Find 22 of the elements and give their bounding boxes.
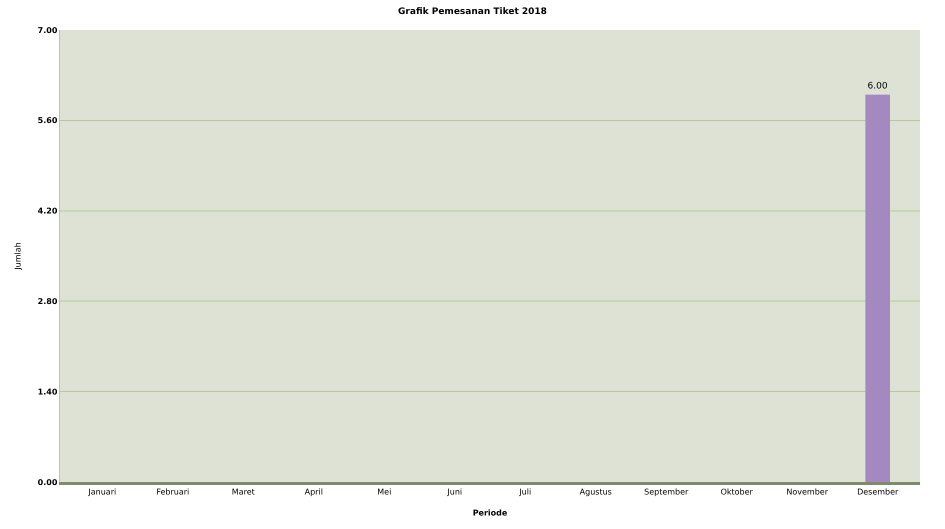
- x-tick-label: Maret: [232, 488, 255, 497]
- x-tick-label: April: [304, 488, 323, 497]
- x-tick-label: Januari: [87, 488, 116, 497]
- x-tick-label: September: [644, 488, 690, 497]
- y-tick-label: 2.80: [38, 297, 58, 306]
- x-tick-label: Agustus: [580, 488, 612, 497]
- x-tick-label: Februari: [156, 488, 190, 497]
- y-tick-label: 0.00: [38, 478, 58, 487]
- y-tick-label: 5.60: [38, 116, 58, 126]
- x-tick-label: Juni: [446, 488, 462, 497]
- x-axis-title: Periode: [472, 508, 508, 518]
- x-tick-label: Mei: [377, 488, 392, 497]
- y-tick-label: 4.20: [38, 206, 58, 216]
- y-tick-label: 1.40: [38, 387, 58, 396]
- chart-title: Grafik Pemesanan Tiket 2018: [398, 7, 547, 18]
- x-tick-label: Oktober: [720, 488, 754, 497]
- x-tick-label: November: [786, 488, 829, 497]
- x-tick-label: Juli: [518, 488, 532, 497]
- y-tick-label: 7.00: [38, 26, 58, 35]
- data-label: 6.00: [868, 82, 888, 92]
- y-axis-title: Jumlah: [13, 242, 22, 271]
- x-tick-label: Desember: [857, 488, 900, 497]
